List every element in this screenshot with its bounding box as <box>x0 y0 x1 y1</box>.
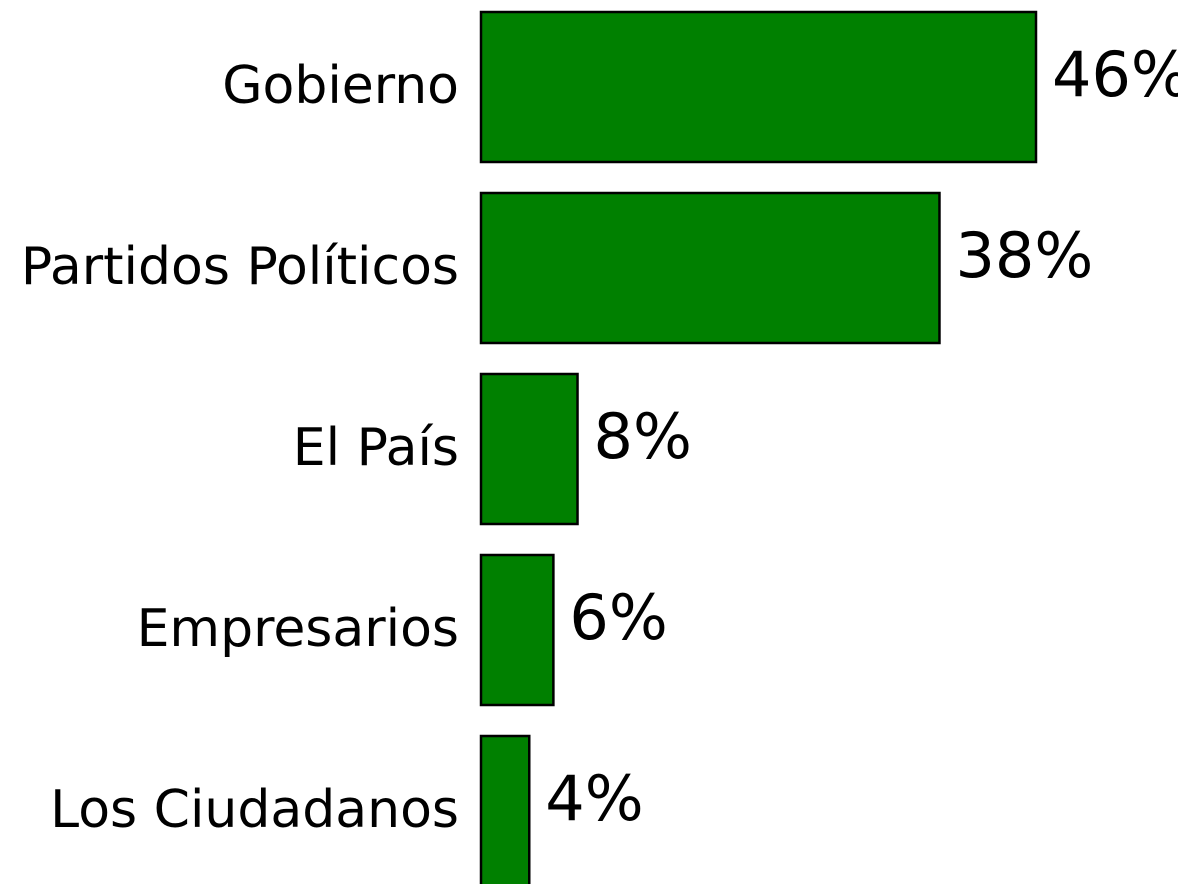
value-label: 4% <box>545 762 643 835</box>
bar <box>479 372 579 526</box>
category-label: El País <box>293 418 459 478</box>
category-label: Gobierno <box>222 56 459 116</box>
value-label: 6% <box>569 581 667 654</box>
value-label: 46% <box>1052 38 1178 111</box>
bar <box>479 10 1038 164</box>
category-label: Empresarios <box>137 599 459 659</box>
value-label: 38% <box>955 219 1093 292</box>
value-label: 8% <box>594 400 692 473</box>
bar <box>479 191 941 345</box>
category-label: Los Ciudadanos <box>50 780 459 840</box>
bar <box>479 734 531 884</box>
category-label: Partidos Políticos <box>21 237 459 297</box>
bar <box>479 553 555 707</box>
